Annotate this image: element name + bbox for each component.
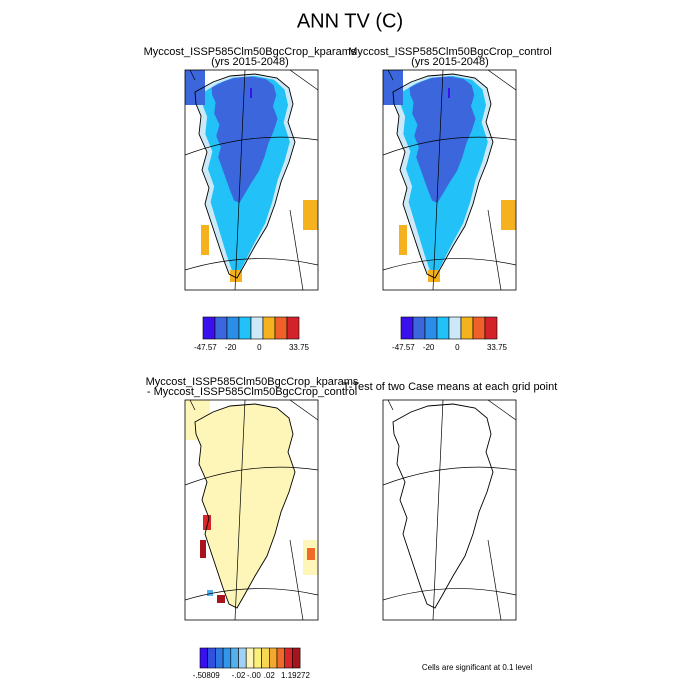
colorbar-swatch — [472, 316, 486, 340]
colorbar-swatch — [238, 647, 247, 669]
colorbar-swatch — [207, 647, 216, 669]
colorbar-swatch — [274, 316, 288, 340]
colorbar-swatch — [436, 316, 450, 340]
colorbar-swatch — [230, 647, 239, 669]
colorbar-swatch — [268, 647, 278, 669]
colorbar-swatch — [226, 316, 240, 340]
colorbar-swatch — [484, 316, 498, 340]
colorbar-swatch — [199, 647, 208, 669]
colorbar-label: 33.75 — [289, 343, 310, 352]
colorbar-swatch — [412, 316, 426, 340]
colorbar-swatch — [262, 316, 276, 340]
colorbar-label: 1.19272 — [281, 671, 310, 680]
colorbar-label: -20 — [225, 343, 237, 352]
panel-subtitle: (yrs 2015-2048) — [211, 56, 289, 68]
colorbar-label: -.02 — [232, 671, 246, 680]
colorbar-swatch — [400, 316, 414, 340]
colorbar-swatch — [214, 316, 228, 340]
colorbar-swatch — [202, 316, 216, 340]
significance-note: Cells are significant at 0.1 level — [422, 663, 533, 672]
colorbar-swatch — [261, 647, 270, 669]
colorbar-swatch — [448, 316, 462, 340]
colorbar-swatch — [245, 647, 255, 669]
colorbar-label: 0 — [257, 343, 262, 352]
map-control — [383, 70, 516, 290]
colorbar-swatch — [286, 316, 300, 340]
colorbar-swatch — [276, 647, 285, 669]
colorbar-swatch — [222, 647, 232, 669]
colorbar-label: -20 — [423, 343, 435, 352]
map-difference — [184, 399, 319, 621]
panel-title: Myccost_ISSP585Clm50BgcCrop_kparams — [144, 46, 357, 58]
panel-title: Myccost_ISSP585Clm50BgcCrop_kparams — [146, 376, 359, 388]
map-kparams — [185, 70, 318, 290]
panel-subtitle: - Myccost_ISSP585Clm50BgcCrop_control — [147, 386, 357, 398]
colorbar-swatch — [215, 647, 224, 669]
panel-subtitle: (yrs 2015-2048) — [411, 56, 489, 68]
colorbar-swatch — [253, 647, 262, 669]
colorbar-swatch — [460, 316, 474, 340]
colorbar-label: 0 — [455, 343, 460, 352]
colorbar-label: 33.75 — [487, 343, 508, 352]
colorbar-swatch — [250, 316, 264, 340]
colorbar-label: -.00 — [247, 671, 261, 680]
colorbar-label: -47.57 — [392, 343, 415, 352]
colorbar-swatch — [238, 316, 252, 340]
colorbar-swatch — [424, 316, 438, 340]
colorbar-swatch — [292, 647, 301, 669]
panel-title: Myccost_ISSP585Clm50BgcCrop_control — [348, 46, 552, 58]
colorbar-swatch — [284, 647, 293, 669]
panel-title: T-Test of two Case means at each grid po… — [343, 381, 558, 393]
colorbar-label: -47.57 — [194, 343, 217, 352]
colorbar-label: -.50809 — [193, 671, 221, 680]
map-ttest — [382, 399, 517, 621]
colorbar-label: .02 — [264, 671, 276, 680]
figure-title: ANN TV (C) — [297, 10, 403, 32]
